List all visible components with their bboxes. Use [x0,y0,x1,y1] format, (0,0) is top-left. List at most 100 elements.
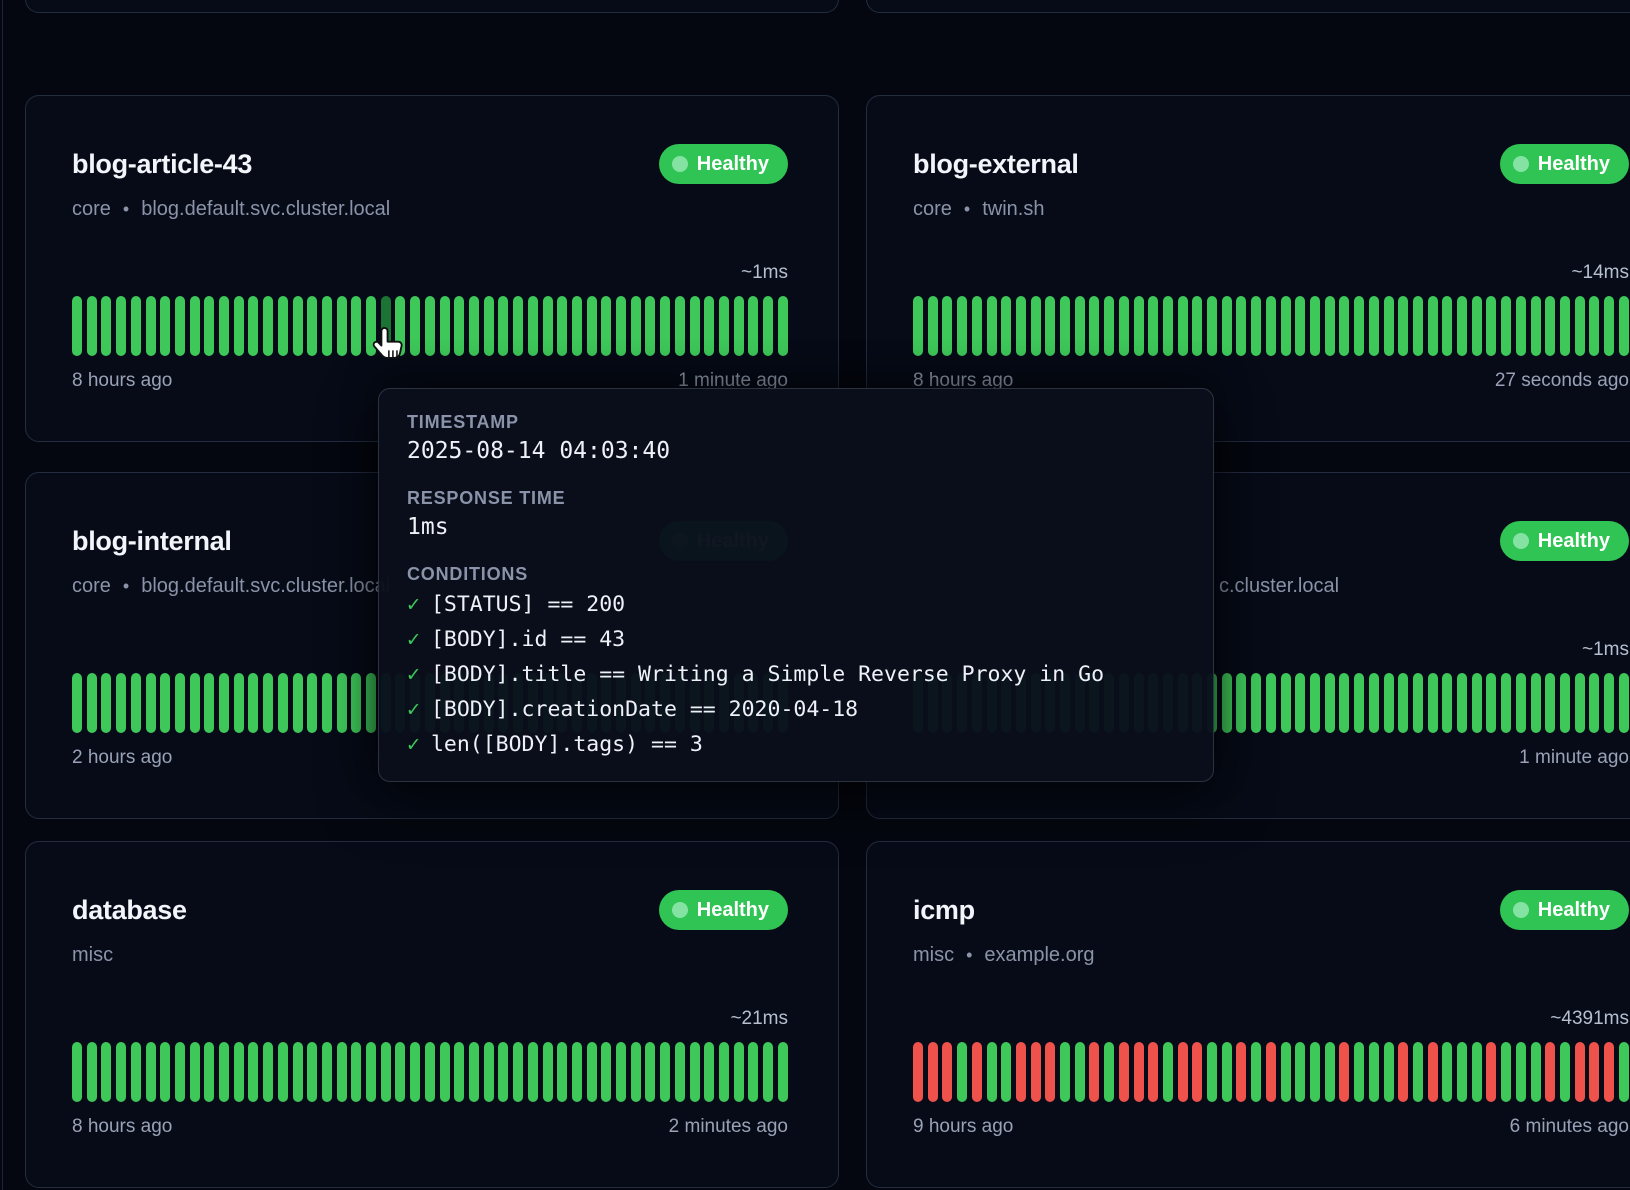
history-bar-ok[interactable] [380,296,391,356]
history-bar-ok[interactable] [689,296,700,356]
history-bar-ok[interactable] [86,296,97,356]
history-bar-ok[interactable] [942,296,953,356]
history-bar-ok[interactable] [1295,1042,1306,1102]
service-card-blog-article-43[interactable]: blog-article-43 Healthy core • blog.default.… [25,95,839,442]
history-bar-ok[interactable] [1074,1042,1085,1102]
history-bar-ok[interactable] [704,296,715,356]
history-bar-ok[interactable] [174,673,185,733]
history-bar-ok[interactable] [72,1042,82,1102]
history-bar-ok[interactable] [263,1042,274,1102]
history-bar-ok[interactable] [277,1042,288,1102]
history-bar-ok[interactable] [219,296,230,356]
history-bar-ok[interactable] [763,296,774,356]
history-bar-fail[interactable] [1133,1042,1144,1102]
history-bar-ok[interactable] [777,296,788,356]
history-bar-ok[interactable] [986,296,997,356]
history-bar-ok[interactable] [116,1042,127,1102]
history-bar-ok[interactable] [1236,673,1247,733]
history-bar-ok[interactable] [189,1042,200,1102]
history-bar-ok[interactable] [1236,296,1247,356]
history-bar-ok[interactable] [174,296,185,356]
history-bar-ok[interactable] [571,1042,582,1102]
history-bar-ok[interactable] [1295,673,1306,733]
history-bar-fail[interactable] [1545,1042,1556,1102]
history-bar-ok[interactable] [439,1042,450,1102]
history-bar-ok[interactable] [733,296,744,356]
history-bar-fail[interactable] [1265,1042,1276,1102]
history-bar-fail[interactable] [1015,1042,1026,1102]
history-bar-ok[interactable] [1309,673,1320,733]
history-bar-ok[interactable] [748,296,759,356]
history-bar-ok[interactable] [219,673,230,733]
history-bar-ok[interactable] [1265,673,1276,733]
history-bar-ok[interactable] [321,296,332,356]
history-bar-ok[interactable] [1398,673,1409,733]
history-bar-ok[interactable] [1265,296,1276,356]
history-bar-ok[interactable] [1412,296,1423,356]
history-bar-ok[interactable] [1486,296,1497,356]
history-bar-ok[interactable] [483,296,494,356]
history-bar-ok[interactable] [1280,1042,1291,1102]
history-bar-fail[interactable] [942,1042,953,1102]
history-bar-ok[interactable] [1309,1042,1320,1102]
history-bar-fail[interactable] [1339,1042,1350,1102]
history-bar-ok[interactable] [1559,296,1570,356]
history-bar-ok[interactable] [204,1042,215,1102]
history-bar-ok[interactable] [542,296,553,356]
history-bar-ok[interactable] [1545,673,1556,733]
history-bar-ok[interactable] [1442,1042,1453,1102]
history-bar-fail[interactable] [1589,1042,1600,1102]
history-bar-ok[interactable] [660,296,671,356]
history-bar-ok[interactable] [72,296,82,356]
history-bar-ok[interactable] [1368,673,1379,733]
history-bar-ok[interactable] [277,673,288,733]
history-bar-ok[interactable] [601,1042,612,1102]
history-bar-ok[interactable] [498,296,509,356]
history-bar-ok[interactable] [1339,673,1350,733]
history-bar-ok[interactable] [1207,1042,1218,1102]
history-bar-ok[interactable] [454,1042,465,1102]
history-bar-ok[interactable] [1324,673,1335,733]
history-bar-ok[interactable] [1618,296,1629,356]
history-bar-ok[interactable] [1251,1042,1262,1102]
history-bar-ok[interactable] [1412,673,1423,733]
history-bar-ok[interactable] [380,1042,391,1102]
history-bar-fail[interactable] [1427,1042,1438,1102]
history-bar-ok[interactable] [1383,1042,1394,1102]
history-bar-ok[interactable] [1251,296,1262,356]
history-bar-ok[interactable] [248,1042,259,1102]
history-bar-ok[interactable] [1104,296,1115,356]
history-bar-fail[interactable] [1398,1042,1409,1102]
history-bar-ok[interactable] [957,296,968,356]
history-bar-ok[interactable] [1001,1042,1012,1102]
history-bar-ok[interactable] [1530,673,1541,733]
history-bar-ok[interactable] [1368,296,1379,356]
history-bar-ok[interactable] [630,1042,641,1102]
history-bar-ok[interactable] [1530,296,1541,356]
history-bar-ok[interactable] [1412,1042,1423,1102]
history-bar-ok[interactable] [1192,296,1203,356]
history-bar-ok[interactable] [439,296,450,356]
history-bar-ok[interactable] [674,1042,685,1102]
history-bar-ok[interactable] [292,296,303,356]
history-bar-ok[interactable] [1280,296,1291,356]
history-bar-ok[interactable] [116,673,127,733]
history-bar-ok[interactable] [1515,673,1526,733]
history-bar-ok[interactable] [336,673,347,733]
history-bar-ok[interactable] [1354,1042,1365,1102]
history-bar-ok[interactable] [336,296,347,356]
history-bar-ok[interactable] [366,296,377,356]
history-bar-ok[interactable] [513,296,524,356]
history-bar-ok[interactable] [630,296,641,356]
history-bar-ok[interactable] [130,1042,141,1102]
history-bar-ok[interactable] [1383,296,1394,356]
history-bar-ok[interactable] [1618,673,1629,733]
history-bar-ok[interactable] [704,1042,715,1102]
service-card-icmp[interactable]: icmp Healthy misc • example.org ~4391ms 9 hour… [866,841,1630,1188]
history-bar-fail[interactable] [971,1042,982,1102]
history-bar-ok[interactable] [204,296,215,356]
history-bar-ok[interactable] [1001,296,1012,356]
history-bar-ok[interactable] [336,1042,347,1102]
history-bar-ok[interactable] [1162,1042,1173,1102]
history-bar-ok[interactable] [1015,296,1026,356]
